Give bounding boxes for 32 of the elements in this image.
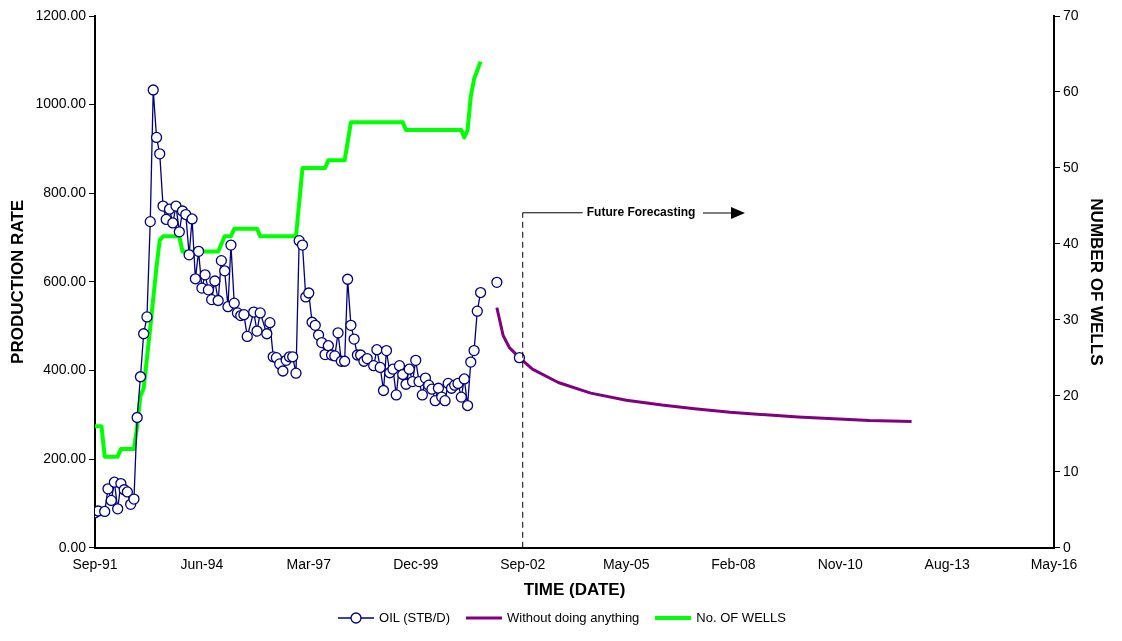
y-tick-label: 1000.00: [35, 95, 87, 112]
y-tick-label: 200.00: [43, 450, 87, 467]
legend-label: Without doing anything: [507, 610, 640, 625]
y-axis-title: PRODUCTION RATE: [7, 199, 27, 364]
x-tick-label: Sep-02: [500, 556, 546, 573]
x-axis-title: TIME (DATE): [523, 580, 626, 600]
y2-tick-label: 30: [1063, 310, 1079, 327]
legend-label: No. OF WELLS: [696, 610, 786, 625]
ref-line-label: Future Forecasting: [586, 205, 696, 220]
x-tick-label: Nov-10: [817, 556, 864, 573]
y2-axis-title: NUMBER OF WELLS: [1087, 198, 1107, 366]
y2-tick-label: 10: [1063, 462, 1079, 479]
x-tick-label: Mar-97: [286, 556, 332, 573]
y2-tick-label: 50: [1063, 158, 1079, 175]
y-tick-label: 400.00: [43, 361, 87, 378]
y-tick-label: 0.00: [58, 538, 87, 555]
y2-tick-label: 40: [1063, 234, 1079, 251]
x-tick-label: Feb-08: [711, 556, 756, 573]
legend-label: OIL (STB/D): [379, 610, 451, 625]
x-tick-label: Sep-91: [72, 556, 118, 573]
x-tick-label: Aug-13: [924, 556, 970, 573]
y2-tick-label: 20: [1063, 386, 1079, 403]
y2-tick-label: 60: [1063, 82, 1079, 99]
y-tick-label: 800.00: [43, 184, 87, 201]
x-tick-label: Jun-94: [180, 556, 224, 573]
x-tick-label: May-16: [1030, 556, 1078, 573]
y2-tick-label: 70: [1063, 6, 1079, 23]
y-tick-label: 600.00: [43, 272, 87, 289]
x-tick-label: Dec-99: [393, 556, 439, 573]
y2-tick-label: 0: [1063, 538, 1072, 555]
y-tick-label: 1200.00: [35, 6, 87, 23]
x-tick-label: May-05: [602, 556, 650, 573]
